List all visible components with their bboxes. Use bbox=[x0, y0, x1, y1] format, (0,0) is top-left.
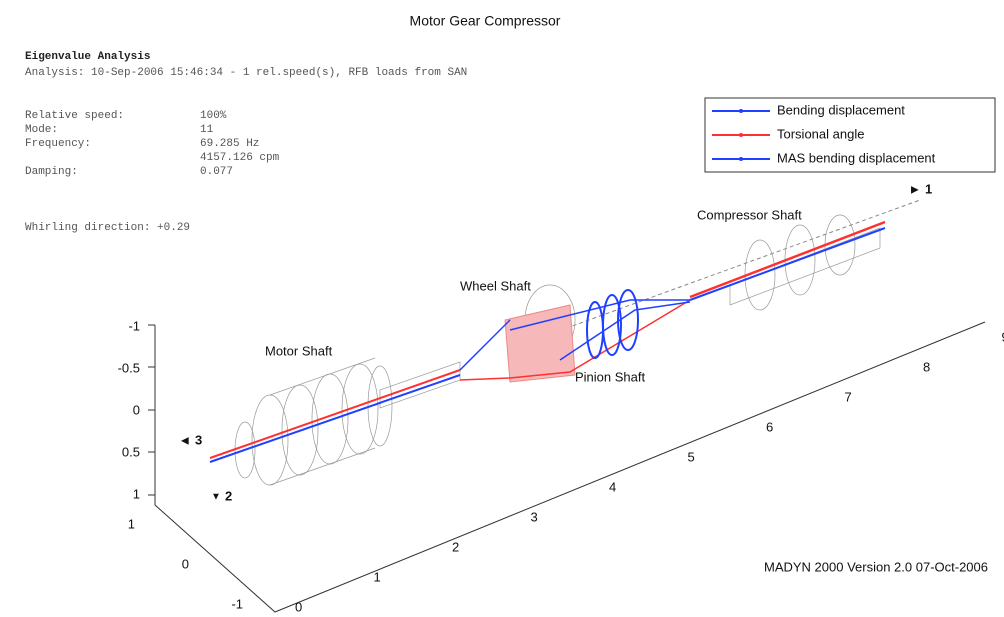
x-tick-label: 9 bbox=[1002, 329, 1004, 344]
direction-arrow: ▼ bbox=[211, 492, 221, 503]
x-tick-label: 3 bbox=[531, 509, 538, 524]
x-tick-label: 0 bbox=[295, 599, 302, 614]
x-tick-label: 8 bbox=[923, 359, 930, 374]
legend-label: Bending displacement bbox=[777, 102, 905, 117]
y-tick-label: 0.5 bbox=[122, 444, 140, 459]
info-value: 0.077 bbox=[200, 166, 233, 178]
y-tick-label: 1 bbox=[133, 486, 140, 501]
shaft-label: Compressor Shaft bbox=[697, 207, 802, 222]
direction-arrow: ◀ bbox=[181, 436, 189, 447]
title: Motor Gear Compressor bbox=[410, 13, 561, 29]
info-heading: Eigenvalue Analysis bbox=[25, 51, 150, 63]
x-tick-label: 2 bbox=[452, 539, 459, 554]
legend-label: MAS bending displacement bbox=[777, 150, 936, 165]
footer: MADYN 2000 Version 2.0 07-Oct-2006 bbox=[764, 559, 988, 574]
info-label: Frequency: bbox=[25, 138, 91, 150]
rotor bbox=[209, 199, 921, 486]
x-tick-label: 6 bbox=[766, 419, 773, 434]
info-analysis: Analysis: 10-Sep-2006 15:46:34 - 1 rel.s… bbox=[25, 67, 467, 79]
x-tick-label: 1 bbox=[374, 569, 381, 584]
y-tick-label: 0 bbox=[133, 402, 140, 417]
axes bbox=[148, 321, 986, 613]
info-label: Damping: bbox=[25, 166, 78, 178]
shaft-label: Motor Shaft bbox=[265, 343, 333, 358]
direction-label: 1 bbox=[925, 181, 932, 196]
x-tick-label: 4 bbox=[609, 479, 616, 494]
x-tick-label: 5 bbox=[688, 449, 695, 464]
info-label: Relative speed: bbox=[25, 110, 124, 122]
y-tick-label: -0.5 bbox=[118, 360, 140, 375]
direction-arrow: ▶ bbox=[911, 185, 919, 196]
info-value: 4157.126 cpm bbox=[200, 152, 280, 164]
direction-label: 2 bbox=[225, 488, 232, 503]
z-tick-label: 1 bbox=[128, 516, 135, 531]
legend-label: Torsional angle bbox=[777, 126, 864, 141]
info-value: 100% bbox=[200, 110, 227, 122]
y-tick-label: -1 bbox=[128, 318, 140, 333]
info-label: Mode: bbox=[25, 124, 58, 136]
z-tick-label: 0 bbox=[182, 556, 189, 571]
legend-marker bbox=[739, 133, 743, 137]
z-tick-label: -1 bbox=[231, 596, 243, 611]
shaft-label: Pinion Shaft bbox=[575, 369, 645, 384]
shaft-label: Wheel Shaft bbox=[460, 278, 531, 293]
legend-marker bbox=[739, 157, 743, 161]
info-value: 11 bbox=[200, 124, 214, 136]
whirling: Whirling direction: +0.29 bbox=[25, 222, 190, 234]
legend-marker bbox=[739, 109, 743, 113]
x-tick-label: 7 bbox=[845, 389, 852, 404]
info-value: 69.285 Hz bbox=[200, 138, 259, 150]
direction-label: 3 bbox=[195, 432, 202, 447]
